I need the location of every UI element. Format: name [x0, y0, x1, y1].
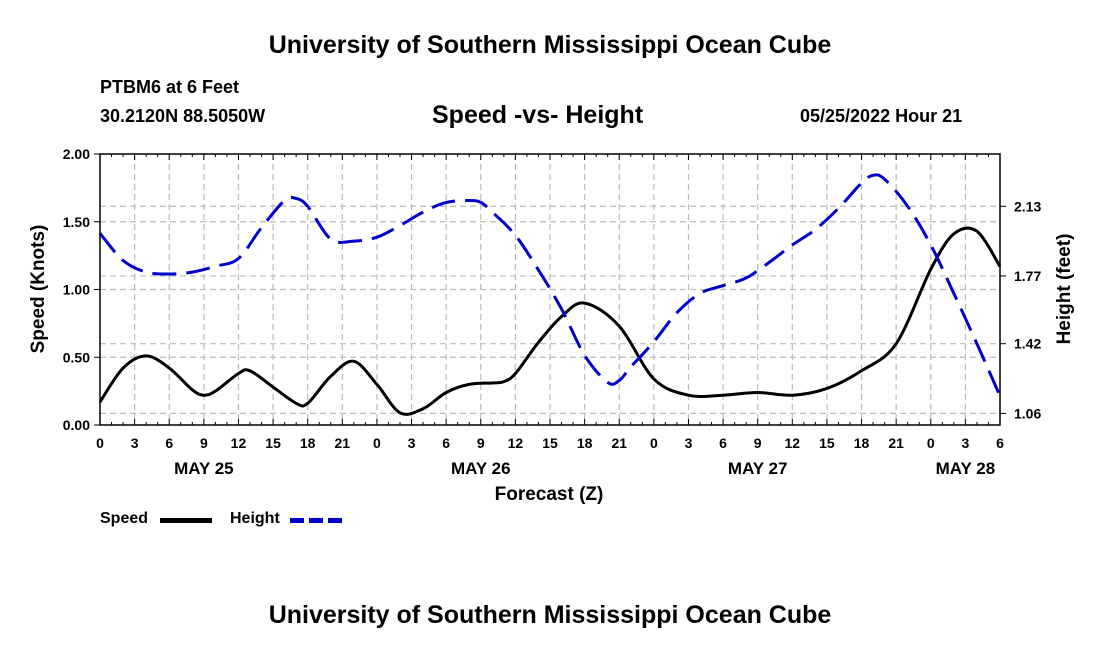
series-speed-line [98, 226, 1002, 416]
x-tick-label: 9 [200, 435, 208, 451]
y-tick-label: 1.00 [63, 282, 90, 298]
x-tick-label: 6 [165, 435, 173, 451]
day-label: MAY 25 [174, 459, 234, 478]
x-tick-label: 6 [996, 435, 1004, 451]
y2-tick-label: 1.77 [1014, 268, 1041, 284]
y-tick-label: 0.50 [63, 349, 90, 365]
page-title: University of Southern Mississippi Ocean… [268, 31, 832, 59]
x-tick-label: 15 [819, 435, 835, 451]
x-tick-label: 9 [477, 435, 485, 451]
y2-tick-label: 1.42 [1014, 336, 1041, 352]
x-tick-label: 0 [650, 435, 658, 451]
series-height-line [98, 173, 1002, 397]
x-tick-label: 3 [961, 435, 969, 451]
day-label: MAY 28 [936, 459, 996, 478]
day-label: MAY 27 [728, 459, 788, 478]
x-tick-label: 21 [611, 435, 627, 451]
x-tick-label: 6 [719, 435, 727, 451]
x-tick-label: 12 [231, 435, 247, 451]
y2-tick-label: 2.13 [1014, 198, 1041, 214]
x-tick-label: 12 [785, 435, 801, 451]
x-tick-label: 15 [542, 435, 558, 451]
x-tick-label: 21 [888, 435, 904, 451]
x-tick-label: 21 [335, 435, 351, 451]
chart-title: Speed -vs- Height [432, 101, 644, 129]
legend-speed-label: Speed [100, 510, 149, 527]
x-tick-label: 12 [508, 435, 524, 451]
legend-height-label: Height [230, 510, 280, 527]
x-tick-label: 0 [373, 435, 381, 451]
y-axis-label: Speed (Knots) [28, 225, 49, 354]
y2-axis-label: Height (feet) [1054, 234, 1075, 345]
x-tick-label: 3 [408, 435, 416, 451]
y-tick-label: 1.50 [63, 214, 90, 230]
legend-speed-swatch [160, 518, 212, 523]
axes: 0 3 6 9 12 15 18 21 0 3 6 9 12 15 18 21 0 3 6 9 12 15 18 21 0 3 6M… [63, 146, 1042, 478]
y-tick-label: 0.00 [63, 417, 90, 433]
x-tick-label: 15 [265, 435, 281, 451]
footer-title: University of Southern Mississippi Ocean… [268, 601, 832, 629]
grid [100, 154, 1000, 425]
station-coords: 30.2120N 88.5050W [100, 106, 266, 126]
x-tick-label: 18 [300, 435, 316, 451]
y2-tick-label: 1.06 [1014, 405, 1041, 421]
x-tick-label: 18 [854, 435, 870, 451]
station-label: PTBM6 at 6 Feet [100, 77, 240, 97]
forecast-datetime: 05/25/2022 Hour 21 [800, 106, 963, 126]
x-tick-label: 0 [96, 435, 104, 451]
legend-height-swatch [290, 518, 342, 523]
series-layer [98, 173, 1002, 416]
x-tick-label: 6 [442, 435, 450, 451]
x-axis-label: Forecast (Z) [495, 484, 604, 505]
y-tick-label: 2.00 [63, 146, 90, 162]
x-tick-label: 0 [927, 435, 935, 451]
x-tick-label: 18 [577, 435, 593, 451]
x-tick-label: 9 [754, 435, 762, 451]
day-label: MAY 26 [451, 459, 511, 478]
x-tick-label: 3 [131, 435, 139, 451]
x-tick-label: 3 [685, 435, 693, 451]
